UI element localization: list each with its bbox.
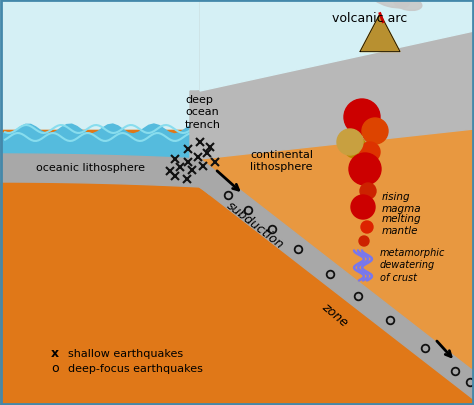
Circle shape	[362, 119, 388, 145]
Polygon shape	[200, 160, 474, 405]
Polygon shape	[360, 15, 400, 53]
Text: o: o	[51, 362, 59, 375]
Text: zone: zone	[319, 300, 351, 329]
Circle shape	[361, 222, 373, 233]
Circle shape	[360, 183, 376, 200]
Polygon shape	[0, 0, 474, 130]
Text: subduction: subduction	[224, 198, 286, 251]
Polygon shape	[0, 125, 200, 160]
Circle shape	[337, 130, 363, 156]
Text: metamorphic
dewatering
of crust: metamorphic dewatering of crust	[380, 247, 446, 282]
Text: shallow earthquakes: shallow earthquakes	[68, 348, 183, 358]
Text: oceanic lithosphere: oceanic lithosphere	[36, 162, 145, 173]
Circle shape	[360, 143, 380, 162]
Polygon shape	[0, 155, 210, 195]
Text: volcanic arc: volcanic arc	[332, 11, 408, 24]
Text: deep
ocean
trench: deep ocean trench	[185, 95, 221, 130]
Text: continental
lithosphere: continental lithosphere	[250, 149, 313, 172]
Polygon shape	[200, 130, 474, 372]
Circle shape	[344, 136, 366, 159]
Text: deep-focus earthquakes: deep-focus earthquakes	[68, 363, 203, 373]
Circle shape	[351, 196, 375, 220]
Text: x: x	[51, 347, 59, 360]
Ellipse shape	[394, 0, 422, 11]
Ellipse shape	[371, 0, 410, 9]
Polygon shape	[200, 0, 474, 92]
Polygon shape	[200, 0, 474, 92]
Text: rising
magma: rising magma	[382, 191, 422, 214]
Circle shape	[349, 153, 381, 185]
Circle shape	[344, 100, 380, 136]
Text: melting
mantle: melting mantle	[382, 213, 422, 236]
Polygon shape	[190, 32, 474, 160]
Circle shape	[359, 237, 369, 246]
